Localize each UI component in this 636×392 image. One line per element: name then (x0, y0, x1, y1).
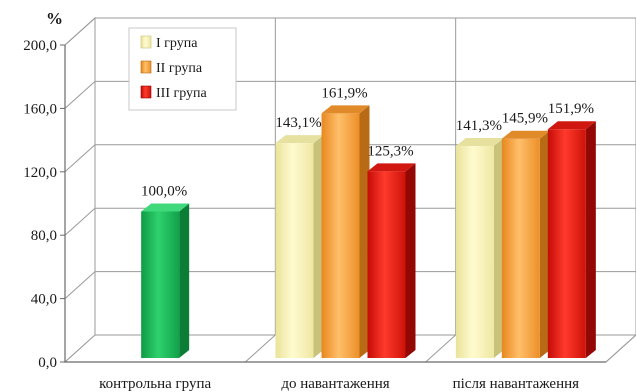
category-label: після навантаження (453, 376, 580, 392)
bar-side (585, 121, 596, 359)
bar (547, 129, 586, 358)
data-label: 161,9% (321, 85, 367, 101)
bar-side (493, 138, 504, 358)
legend-label: II група (156, 61, 203, 76)
bar (141, 211, 180, 358)
left-wall (64, 16, 96, 364)
category-divider-floor (425, 334, 457, 363)
gridline-side (64, 207, 96, 236)
data-label: 143,1% (275, 115, 321, 131)
category-divider-floor (244, 334, 276, 363)
y-axis-ticks: 0,0 40,0 80,0 120,0 160,0 200,0 (23, 38, 65, 371)
y-tick-label: 160,0 (23, 101, 57, 117)
bar (455, 146, 494, 358)
category-labels: контрольна група до навантаження після нав… (99, 376, 579, 392)
bar-top (455, 138, 504, 147)
bar (275, 143, 314, 358)
bar-top (547, 121, 596, 130)
legend-swatch (140, 85, 152, 99)
data-label: 145,9% (502, 111, 548, 127)
bar-top (141, 203, 190, 212)
bar (501, 138, 540, 358)
bar-side (313, 135, 324, 358)
y-tick-label: 40,0 (31, 292, 57, 308)
gridline-side (64, 81, 96, 109)
legend-swatch (140, 60, 152, 74)
legend: I група II група III група (128, 27, 237, 111)
data-label: 125,3% (367, 143, 413, 159)
y-tick-label: 80,0 (31, 228, 57, 244)
floor-edge (605, 334, 636, 363)
data-label: 100,0% (141, 184, 187, 200)
legend-label: I група (156, 36, 198, 51)
bar (321, 113, 360, 359)
category-dividers (244, 18, 636, 363)
gridline-side (64, 144, 96, 173)
category-label: до навантаження (281, 376, 389, 392)
legend-swatch (140, 35, 152, 49)
bar-top (275, 135, 324, 144)
bars (141, 105, 596, 359)
data-labels: 100,0% 143,1%161,9% 125,3% 141,3% 145,9%151,… (141, 85, 594, 199)
bar (367, 171, 406, 358)
data-label: 141,3% (456, 118, 502, 134)
bar-side (359, 105, 370, 359)
bar-side (539, 130, 550, 358)
bar-side (405, 163, 416, 358)
y-unit-label: % (46, 9, 63, 28)
legend-label: III група (156, 86, 208, 101)
y-tick-label: 200,0 (23, 38, 57, 54)
gridline-side (64, 17, 96, 46)
bar-side (179, 203, 190, 358)
y-tick-label: 120,0 (23, 165, 57, 181)
y-tick-label: 0,0 (38, 355, 57, 371)
bar-top (501, 130, 550, 139)
category-label: контрольна група (99, 376, 211, 392)
bar-top (321, 105, 370, 114)
bar-top (367, 163, 416, 172)
data-label: 151,9% (548, 101, 594, 117)
gridline-side (64, 271, 96, 299)
